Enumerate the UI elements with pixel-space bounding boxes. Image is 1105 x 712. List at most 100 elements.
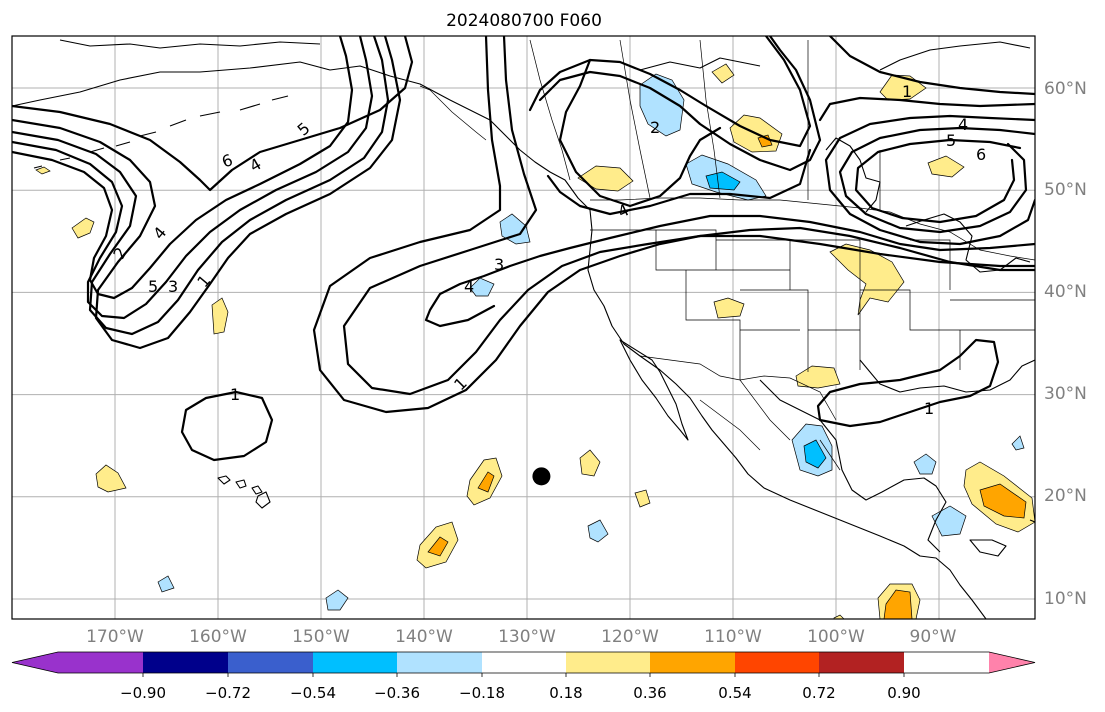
contour-lines — [12, 36, 1035, 462]
colorbar-segment — [397, 652, 482, 673]
anomaly-blob — [95, 464, 127, 493]
baja-california-coastline — [619, 339, 689, 441]
colorbar-tick-label: 0.72 — [802, 684, 835, 702]
colorbar-tick-label: 0.90 — [887, 684, 920, 702]
hawaii-coastline — [217, 475, 271, 509]
anomaly-blob — [211, 297, 229, 335]
contour-label: 6 — [976, 145, 986, 164]
contour-line — [546, 148, 812, 216]
colorbar-segment — [143, 652, 228, 673]
lat-label: 10°N — [1044, 589, 1087, 609]
colorbar-segment — [735, 652, 819, 673]
canada-provinces — [529, 39, 881, 210]
lat-label: 20°N — [1044, 486, 1087, 506]
lon-label: 120°W — [601, 627, 659, 647]
caribbean-coastline — [969, 519, 1035, 557]
contour-line — [12, 36, 374, 320]
contour-line — [818, 96, 1035, 122]
colorbar-segment — [12, 652, 58, 673]
anomaly-blob — [579, 449, 601, 477]
anomaly-blob — [795, 365, 841, 389]
lon-label: 170°W — [86, 627, 144, 647]
us-canada-border — [590, 197, 1035, 261]
anomaly-blob — [499, 213, 531, 245]
map-frame — [11, 35, 1036, 620]
contour-label: 1 — [230, 385, 240, 404]
colorbar-segment — [482, 652, 566, 673]
contour-line — [12, 36, 390, 336]
contour-label: 5 — [946, 131, 956, 150]
anomaly-blob — [883, 589, 913, 619]
lon-label: 110°W — [704, 627, 762, 647]
colorbar-tick-labels: −0.90 −0.72 −0.54 −0.36 −0.18 0.18 0.36 … — [120, 684, 921, 702]
colorbar-segment — [228, 652, 313, 673]
arctic-coastline — [59, 39, 1031, 71]
contour-line — [424, 214, 1035, 328]
colorbar-tick-label: 0.54 — [718, 684, 751, 702]
contour-line — [180, 390, 274, 462]
anomaly-blob — [469, 277, 495, 297]
colorbar-tick-label: −0.90 — [120, 684, 166, 702]
contour-line — [312, 36, 1035, 414]
colorbar-segment — [819, 652, 904, 673]
anomaly-blob — [757, 134, 773, 148]
contour-label: 1 — [924, 399, 934, 418]
contour-line — [824, 114, 1035, 246]
contour-line — [12, 36, 354, 300]
lon-label: 100°W — [807, 627, 865, 647]
colorbar — [11, 651, 1036, 677]
lon-label: 140°W — [395, 627, 453, 647]
mexico-state-lines — [699, 379, 841, 471]
contour-line — [528, 36, 812, 148]
lat-label: 50°N — [1044, 180, 1087, 200]
anomaly-blob — [634, 489, 651, 508]
contour-line — [538, 36, 822, 172]
lon-label: 150°W — [292, 627, 350, 647]
colorbar-segment — [58, 652, 143, 673]
lat-label: 30°N — [1044, 384, 1087, 404]
colorbar-segment — [313, 652, 397, 673]
anomaly-blob — [157, 575, 175, 593]
storm-center-marker — [532, 467, 551, 486]
colorbar-tick-label: 0.36 — [633, 684, 666, 702]
anomaly-blob — [711, 63, 735, 84]
longitude-labels: 170°W 160°W 150°W 140°W 130°W 120°W 110°… — [86, 627, 957, 647]
contour-line — [342, 36, 1035, 396]
alaska-border — [419, 85, 487, 141]
gulf-coast-coastline — [759, 359, 1035, 553]
anomaly-blob — [587, 519, 609, 543]
lat-label: 60°N — [1044, 79, 1087, 99]
contour-line — [12, 36, 414, 192]
anomaly-blob — [713, 297, 745, 319]
colorbar-tick-label: −0.72 — [205, 684, 251, 702]
anomaly-blob — [931, 505, 967, 537]
lon-label: 160°W — [189, 627, 247, 647]
anomaly-blob — [477, 471, 495, 493]
anomaly-blob — [71, 217, 95, 239]
contour-line — [838, 126, 1035, 234]
anomaly-blob — [803, 439, 827, 469]
contour-label: 3 — [494, 255, 504, 274]
colorbar-tick-label: −0.54 — [290, 684, 336, 702]
colorbar-tick-label: −0.36 — [374, 684, 420, 702]
anomaly-blob — [577, 165, 634, 192]
map-area: 1 1 1 1 1 2 2 3 3 4 4 4 4 4 5 5 5 6 6 — [12, 36, 1035, 619]
lat-label: 40°N — [1044, 282, 1087, 302]
contour-label: 2 — [650, 118, 660, 137]
contour-label: 4 — [464, 277, 474, 296]
colorbar-outline — [11, 651, 1036, 674]
contour-line — [816, 338, 1000, 428]
anomaly-blob — [829, 243, 905, 316]
anomaly-blob — [927, 155, 965, 178]
latitude-labels: 60°N 50°N 40°N 30°N 20°N 10°N — [1044, 79, 1087, 609]
contour-label: 1 — [902, 82, 912, 101]
contour-line — [854, 138, 1022, 224]
anomaly-blob — [705, 171, 741, 191]
lon-label: 130°W — [498, 627, 556, 647]
north-america-west-coastline — [12, 61, 987, 619]
colorbar-segment — [650, 652, 735, 673]
colorbar-segment — [566, 652, 650, 673]
political-borders — [419, 39, 1035, 471]
anomaly-blob — [35, 166, 51, 175]
map-title: 2024080700 F060 — [446, 11, 602, 31]
